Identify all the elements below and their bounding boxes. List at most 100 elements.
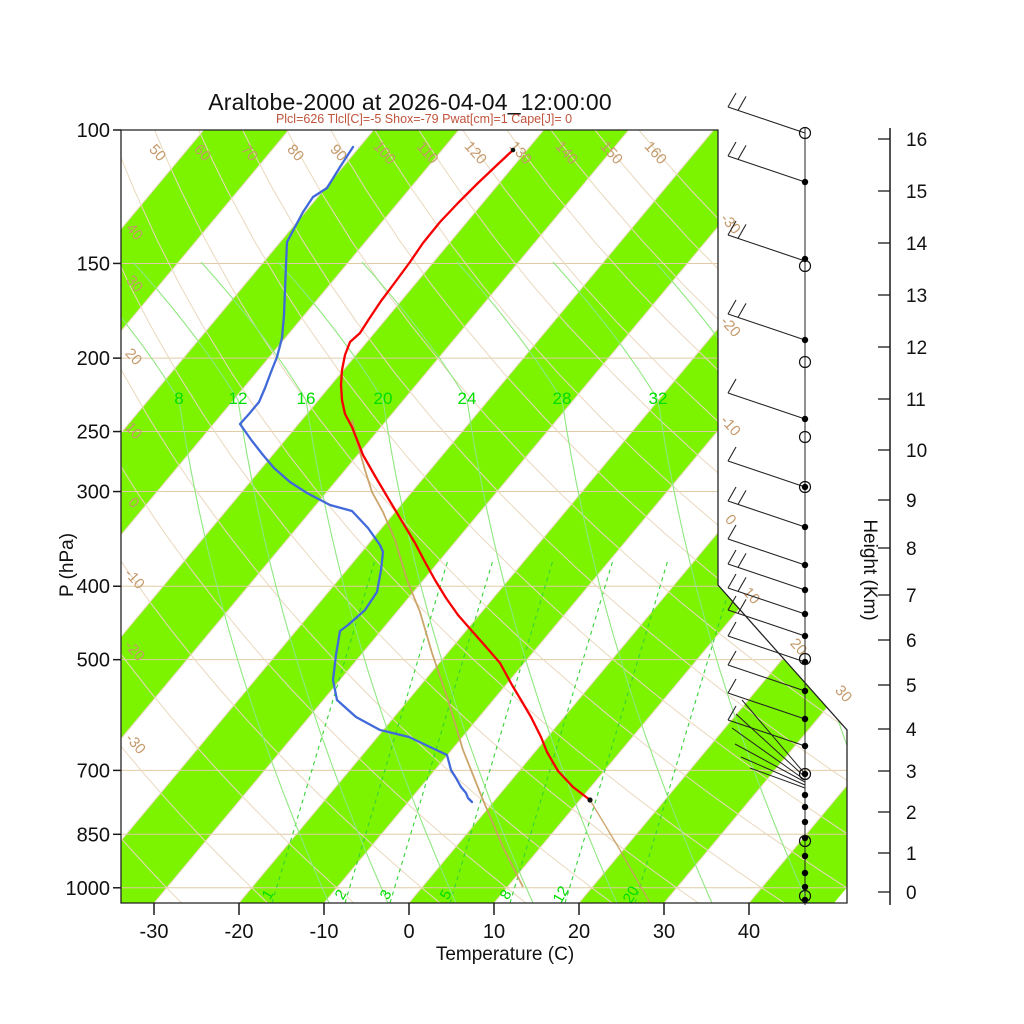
plot-label: 10 — [483, 921, 505, 943]
plot-label: 3 — [377, 887, 396, 903]
plot-label: 16 — [906, 130, 927, 151]
wind-level-dot — [801, 883, 809, 891]
wind-level-dot — [801, 770, 809, 778]
plot-label: 200 — [77, 348, 110, 370]
plot-label: 20 — [374, 389, 393, 408]
wind-level-circle — [798, 834, 812, 848]
plot-label: 28 — [553, 389, 572, 408]
plot-label: 0 — [906, 883, 917, 904]
plot-label: -10 — [310, 921, 339, 943]
plot-label: 0 — [403, 921, 414, 943]
plot-label: 5 — [906, 676, 917, 697]
plot-label: 150 — [77, 253, 110, 275]
plot-label: -10 — [717, 412, 744, 439]
temperature-curve — [339, 147, 593, 803]
plot-label: 1000 — [66, 878, 111, 900]
wind-level-dot — [801, 483, 809, 491]
plot-label: 20 — [121, 345, 145, 369]
plot-label: 24 — [458, 389, 477, 408]
temperature-axis-title: Temperature (C) — [435, 944, 575, 965]
wind-level-dot — [801, 803, 809, 811]
height-axis-title: Height (Km) — [859, 519, 880, 621]
plot-label: -20 — [225, 921, 254, 943]
wind-level-circle — [798, 430, 812, 444]
plot-label: 16 — [297, 389, 316, 408]
wind-level-circle — [798, 355, 812, 369]
wind-level-dot — [801, 834, 809, 842]
wind-level-dot — [801, 415, 809, 423]
plot-label: 6 — [906, 631, 917, 652]
mixing-ratio-lines — [271, 559, 739, 903]
plot-label: 2 — [906, 803, 917, 824]
plot-label: 300 — [77, 482, 110, 504]
plot-label: 8 — [174, 389, 183, 408]
plot-label: 12 — [906, 338, 927, 359]
plot-label: 10 — [906, 441, 927, 462]
plot-label: 4 — [906, 720, 917, 741]
plot-label: 40 — [738, 921, 760, 943]
plot-label: 12 — [550, 883, 573, 906]
wind-level-dot — [801, 523, 809, 531]
plot-label: 250 — [77, 422, 110, 444]
wind-level-dot — [801, 610, 809, 618]
wind-level-circle — [798, 126, 812, 140]
wind-level-dot — [801, 715, 809, 723]
plot-label: 20 — [620, 883, 643, 906]
plot-label: 0 — [721, 511, 739, 529]
plot-label: 100 — [77, 120, 110, 142]
plot-label: -20 — [717, 313, 744, 340]
plot-label: 8 — [906, 539, 917, 560]
parcel-curve — [351, 419, 651, 903]
chart-title: Araltobe-2000 at 2026-04-04_12:00:00 — [208, 89, 612, 115]
wind-level-dot — [801, 852, 809, 860]
plot-label: 90 — [326, 141, 350, 165]
plot-label: 7 — [906, 586, 917, 607]
wind-column — [727, 92, 812, 905]
plot-label: 850 — [77, 824, 110, 846]
dewpoint-curve — [238, 145, 474, 804]
plot-label: 30 — [653, 921, 675, 943]
wind-level-dot — [801, 896, 809, 904]
plot-label: 500 — [77, 650, 110, 672]
wind-level-circle — [798, 259, 812, 273]
wind-level-dot — [801, 742, 809, 750]
plot-label: 400 — [77, 576, 110, 598]
wind-level-dot — [801, 791, 809, 799]
plot-label: 1 — [906, 844, 917, 865]
plot-label: -30 — [122, 730, 149, 757]
plot-label: -30 — [717, 210, 744, 237]
wind-level-circle — [798, 652, 812, 666]
temperature-axis: -30 -20 -10 0 10 20 30 40 — [140, 903, 760, 943]
chart-indices: Plcl=626 Tlcl[C]=-5 Shox=-79 Pwat[cm]=1 … — [275, 112, 573, 126]
plot-label: 13 — [906, 286, 927, 307]
wind-level-dot — [801, 586, 809, 594]
plot-label: 160 — [641, 138, 670, 168]
wind-level-dot — [801, 178, 809, 186]
wind-level-dot — [801, 336, 809, 344]
plot-label: 9 — [906, 491, 917, 512]
plot-label: 12 — [229, 389, 248, 408]
wind-level-circle — [798, 889, 812, 903]
plot-label: -10 — [121, 565, 148, 592]
plot-label: 20 — [568, 921, 590, 943]
pressure-axis-title: P (hPa) — [57, 532, 78, 598]
plot-label: 15 — [906, 182, 927, 203]
plot-label: 32 — [649, 389, 668, 408]
plot-label: 14 — [906, 234, 928, 255]
wind-level-dot — [801, 818, 809, 826]
wind-level-dot — [801, 869, 809, 877]
wind-level-dot — [801, 658, 809, 666]
wind-level-circle — [798, 767, 812, 781]
plot-label: 3 — [906, 762, 917, 783]
plot-label: 700 — [77, 760, 110, 782]
pressure-axis: 100 150 200 250 300 400 500 700 850 1000 — [66, 120, 121, 900]
wind-level-dot — [801, 687, 809, 695]
wind-level-dot — [801, 561, 809, 569]
plot-label: 11 — [906, 390, 926, 411]
plot-label: 50 — [145, 141, 169, 165]
plot-border — [120, 129, 848, 904]
plot-label: 30 — [831, 682, 855, 706]
